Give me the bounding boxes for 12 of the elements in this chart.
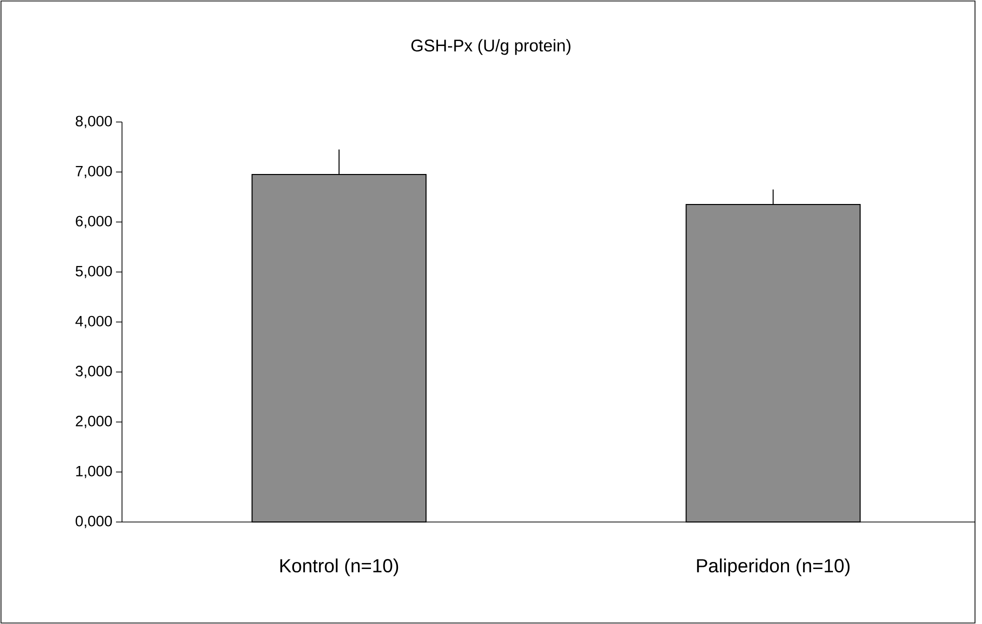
y-tick-label: 6,000 (76, 216, 112, 228)
y-tick-label: 1,000 (76, 466, 112, 478)
y-tick-label: 3,000 (76, 366, 112, 378)
y-tick-label: 4,000 (75, 316, 112, 328)
y-tick-label: 5,000 (76, 266, 112, 278)
chart-title: GSH-Px (U/g protein) (411, 39, 570, 55)
x-tick-label: Kontrol (n=10) (280, 558, 398, 576)
y-tick-label: 7,000 (76, 166, 112, 178)
y-tick-label: 8,000 (76, 116, 112, 128)
y-tick-label: 2,000 (76, 416, 112, 428)
y-tick-label: 0,000 (76, 516, 112, 528)
x-tick-label: Paliperidon (n=10) (697, 558, 850, 576)
